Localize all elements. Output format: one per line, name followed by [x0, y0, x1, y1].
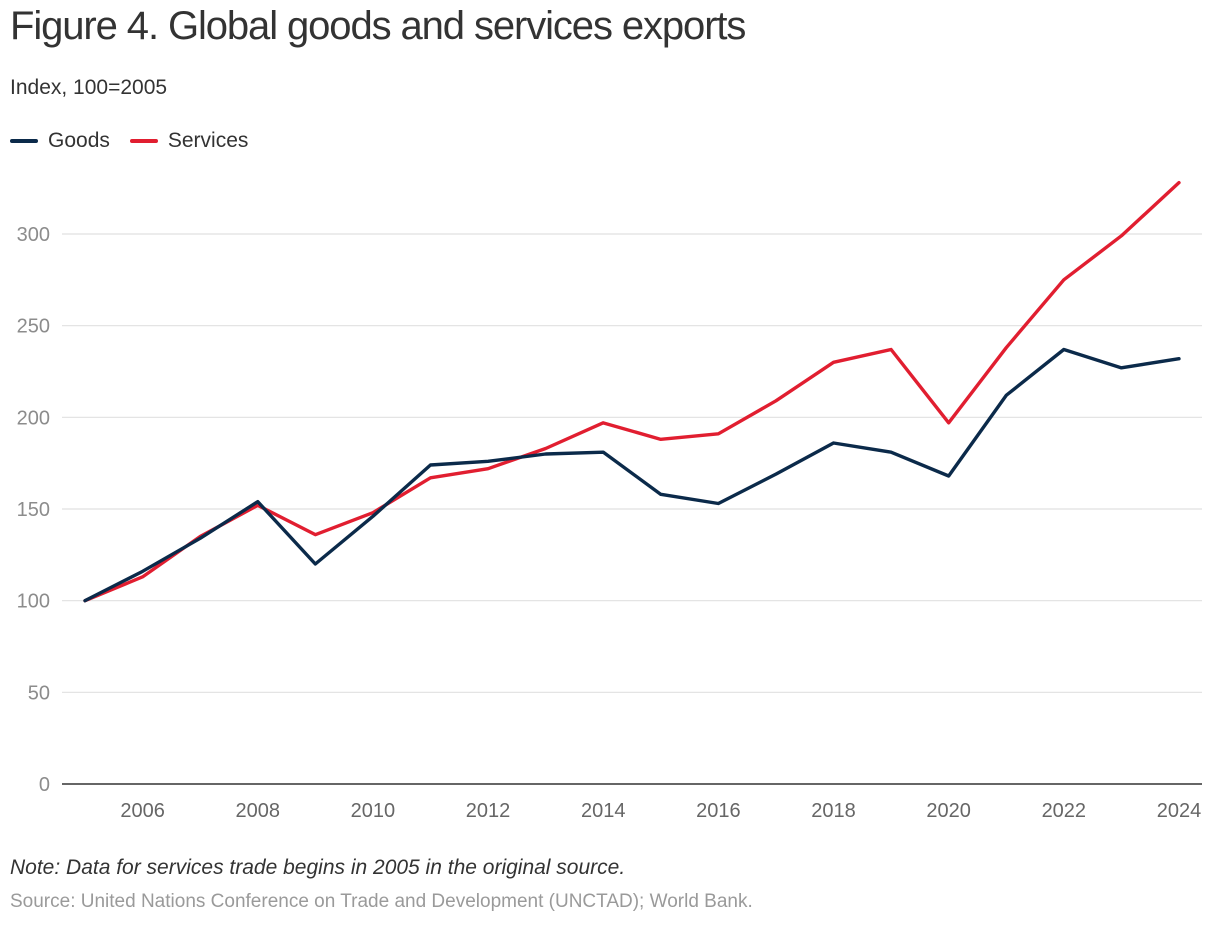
- data-point-services: [1005, 346, 1008, 349]
- x-tick-label: 2022: [1042, 800, 1087, 822]
- data-point-goods: [429, 463, 432, 466]
- y-tick-label: 50: [28, 682, 50, 704]
- x-tick-label: 2010: [351, 800, 396, 822]
- data-point-services: [1120, 234, 1123, 237]
- x-tick-label: 2014: [581, 800, 626, 822]
- label-layer: 0 50 100 150 200 250 300 2006 2008 2010 2012 2014 20…: [17, 224, 1202, 822]
- x-tick-label: 2006: [120, 800, 165, 822]
- x-tick-label: 2020: [926, 800, 971, 822]
- x-tick-label: 2016: [696, 800, 741, 822]
- data-point-goods: [832, 441, 835, 444]
- line-chart: 0 50 100 150 200 250 300 2006 2008 2010 2012 2014 20…: [17, 180, 1202, 822]
- legend-label-goods: Goods: [48, 129, 110, 152]
- data-point-services: [832, 361, 835, 364]
- data-point-goods: [947, 474, 950, 477]
- chart-title: Figure 4. Global goods and services expo…: [10, 4, 746, 48]
- y-tick-label: 150: [17, 499, 50, 521]
- legend-item-services: Services: [129, 129, 249, 153]
- y-tick-label: 200: [17, 407, 50, 429]
- y-tick-label: 100: [17, 591, 50, 613]
- data-point-goods: [1177, 357, 1180, 360]
- data-point-services: [889, 348, 892, 351]
- data-point-goods: [717, 502, 720, 505]
- data-point-services: [717, 432, 720, 435]
- chart-note: Note: Data for services trade begins in …: [10, 856, 626, 879]
- legend-swatch-services: [129, 139, 158, 143]
- y-tick-label: 250: [17, 316, 50, 338]
- data-point-goods: [889, 450, 892, 453]
- data-point-goods: [544, 452, 547, 455]
- data-point-goods: [1120, 366, 1123, 369]
- x-tick-label: 2008: [236, 800, 281, 822]
- data-point-services: [1062, 278, 1065, 281]
- chart-source: Source: United Nations Conference on Tra…: [10, 891, 753, 912]
- series-line-goods: [83, 347, 1181, 603]
- data-point-services: [486, 467, 489, 470]
- x-tick-label: 2024: [1157, 800, 1202, 822]
- data-point-goods: [1062, 348, 1065, 351]
- chart-subtitle: Index, 100=2005: [10, 76, 168, 99]
- series-line-services: [83, 180, 1181, 603]
- data-point-services: [947, 421, 950, 424]
- legend: Goods Services: [10, 129, 268, 153]
- data-point-goods: [602, 450, 605, 453]
- y-tick-label: 0: [39, 774, 50, 796]
- legend-swatch-goods: [10, 139, 38, 143]
- legend-item-goods: Goods: [10, 129, 110, 153]
- data-point-goods: [314, 562, 317, 565]
- data-point-services: [1177, 181, 1180, 184]
- x-tick-label: 2018: [811, 800, 856, 822]
- x-tick-label: 2012: [466, 800, 511, 822]
- data-point-services: [659, 438, 662, 441]
- data-point-goods: [1005, 394, 1008, 397]
- y-tick-label: 300: [17, 224, 50, 246]
- data-point-services: [544, 447, 547, 450]
- data-point-goods: [371, 515, 374, 518]
- data-point-goods: [141, 570, 144, 573]
- data-point-services: [774, 399, 777, 402]
- data-point-goods: [659, 493, 662, 496]
- data-point-goods: [198, 537, 201, 540]
- grid-layer: [62, 233, 1202, 693]
- data-point-goods: [486, 460, 489, 463]
- data-point-services: [314, 533, 317, 536]
- legend-label-services: Services: [167, 129, 249, 152]
- series-layer: [83, 180, 1181, 603]
- data-point-goods: [256, 500, 259, 503]
- data-point-goods: [83, 599, 86, 602]
- data-point-services: [141, 575, 144, 578]
- data-point-goods: [774, 472, 777, 475]
- data-point-services: [429, 476, 432, 479]
- data-point-services: [602, 421, 605, 424]
